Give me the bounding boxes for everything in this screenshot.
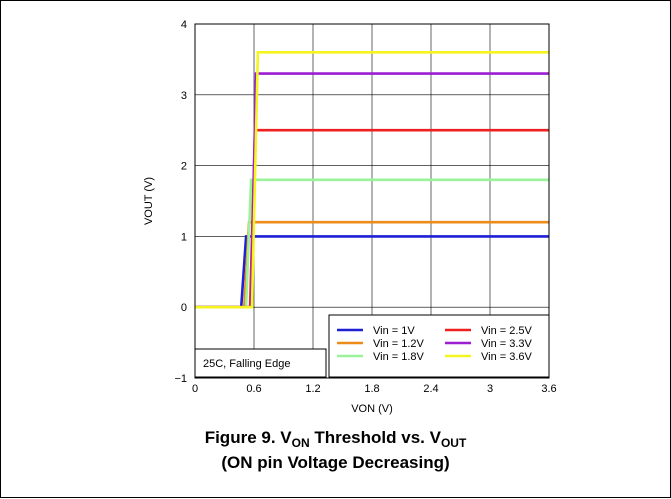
y-tick-label: 2 (181, 161, 187, 173)
y-axis-label: VOUT (V) (143, 177, 155, 225)
figure-caption-line2: (ON pin Voltage Decreasing) (221, 453, 450, 472)
annotation-box: 25C, Falling Edge (194, 348, 327, 378)
y-tick-label: 1 (181, 231, 187, 243)
x-tick-label: 0 (192, 383, 198, 395)
x-tick-label: 3 (487, 383, 493, 395)
threshold-chart: 0 0.6 1.2 1.8 2.4 3 3.6 4 3 2 1 0 −1 VON (V) VOUT (… (143, 19, 557, 415)
legend-label: Vin = 1V (373, 325, 415, 337)
series-lines (195, 51, 549, 309)
annotation-text: 25C, Falling Edge (203, 358, 290, 370)
x-tick-label: 0.6 (246, 383, 261, 395)
y-tick-label: 4 (181, 19, 187, 31)
y-tick-label: 3 (181, 90, 187, 102)
series-line (195, 51, 549, 309)
legend-box (328, 314, 550, 378)
x-tick-label: 3.6 (541, 383, 556, 395)
top-border (0, 0, 671, 1)
legend-label: Vin = 3.3V (481, 338, 533, 350)
legend-label: Vin = 1.2V (373, 338, 425, 350)
x-tick-labels: 0 0.6 1.2 1.8 2.4 3 3.6 (192, 383, 557, 395)
y-tick-label: 0 (181, 302, 187, 314)
x-axis-label: VON (V) (351, 403, 393, 415)
legend-label: Vin = 2.5V (481, 325, 533, 337)
legend-label: Vin = 1.8V (373, 351, 425, 363)
x-tick-label: 1.8 (364, 383, 379, 395)
y-tick-label: −1 (174, 373, 187, 385)
figure-caption-line1: Figure 9. VON Threshold vs. VOUT (204, 428, 467, 450)
x-tick-label: 2.4 (423, 383, 438, 395)
legend-label: Vin = 3.6V (481, 351, 533, 363)
y-tick-labels: 4 3 2 1 0 −1 (174, 19, 187, 385)
x-tick-label: 1.2 (305, 383, 320, 395)
plot-area-border (194, 23, 550, 379)
